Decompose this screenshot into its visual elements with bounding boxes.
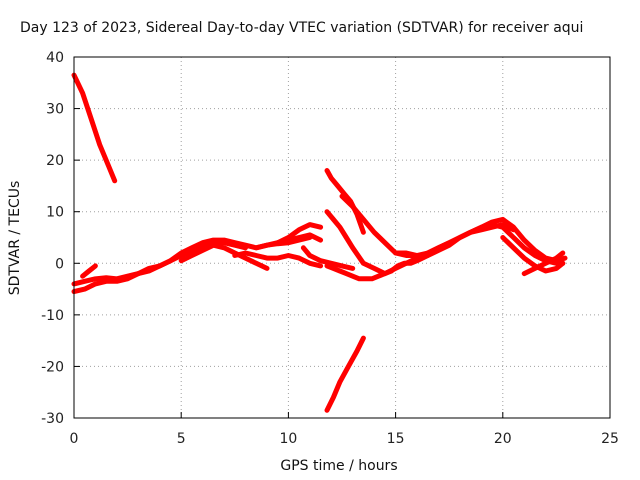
y-tick-labels: -30 -20 -10 0 10 20 30 40: [41, 50, 64, 427]
series-arc-5: [178, 242, 270, 271]
y-tick-label: 20: [46, 153, 64, 169]
x-tick-label: 0: [70, 431, 79, 447]
series-arc-4: [80, 263, 98, 279]
series-arc-7: [253, 222, 324, 251]
series-arc-3: [71, 240, 248, 295]
x-tick-label: 25: [601, 431, 619, 447]
series-arc-14: [300, 245, 356, 271]
series-arc-6: [232, 250, 324, 269]
series-arc-15: [393, 250, 431, 258]
x-tick-label: 5: [177, 431, 186, 447]
y-tick-label: -20: [41, 359, 64, 375]
y-axis-label: SDTVAR / TECUs: [7, 181, 23, 296]
series-arc-17: [521, 250, 566, 277]
chart-title: Day 123 of 2023, Sidereal Day-to-day VTE…: [20, 20, 583, 36]
x-tick-labels: 0 5 10 15 20 25: [70, 431, 619, 447]
y-tick-label: 10: [46, 205, 64, 221]
x-tick-label: 15: [387, 431, 405, 447]
series-arc-12: [339, 193, 568, 264]
series-arc-1: [71, 72, 118, 184]
series-arc-13: [324, 335, 366, 413]
y-tick-label: 0: [55, 256, 64, 272]
series-arc-11: [324, 209, 516, 277]
x-tick-label: 10: [279, 431, 297, 447]
x-tick-label: 20: [494, 431, 512, 447]
series-layer: [71, 72, 568, 413]
y-tick-label: -30: [41, 411, 64, 427]
y-tick-label: -10: [41, 308, 64, 324]
y-tick-label: 30: [46, 102, 64, 118]
y-tick-label: 40: [46, 50, 64, 66]
series-arc-8: [275, 232, 324, 246]
grid: [73, 56, 611, 419]
x-axis-label: GPS time / hours: [280, 458, 397, 474]
plot-frame: [73, 56, 611, 419]
